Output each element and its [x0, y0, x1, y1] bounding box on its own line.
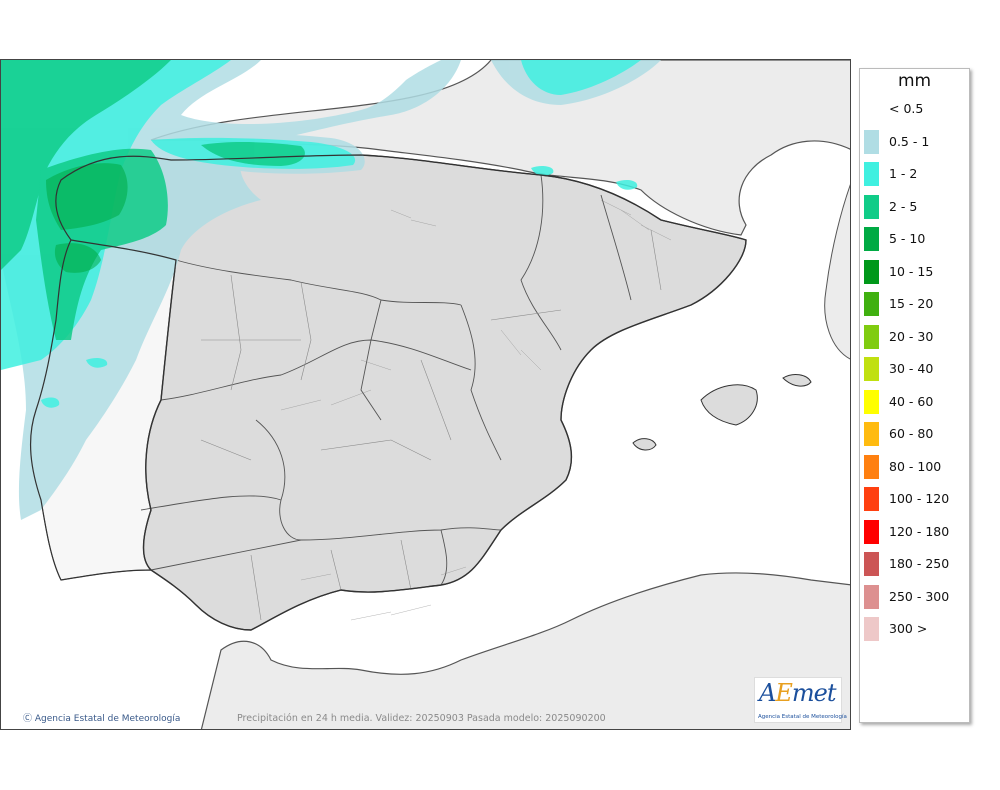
portugal-border — [70, 239, 177, 571]
legend-label: 40 - 60 — [889, 393, 934, 409]
legend-label: 2 - 5 — [889, 198, 918, 214]
legend-swatch — [864, 584, 879, 609]
legend-label: 20 - 30 — [889, 328, 934, 344]
legend-item: 30 - 40 — [864, 357, 964, 381]
menorca-island — [782, 374, 812, 387]
legend-item: 180 - 250 — [864, 552, 964, 576]
france-landmass — [150, 60, 850, 236]
legend-item: 120 - 180 — [864, 519, 964, 544]
legend-label: 5 - 10 — [889, 231, 926, 246]
legend-swatch — [864, 487, 879, 511]
legend-item: 10 - 15 — [864, 259, 964, 284]
legend-label: < 0.5 — [889, 101, 924, 116]
legend-label: 80 - 100 — [889, 458, 942, 474]
legend-swatch — [864, 292, 879, 316]
sardinia-landmass — [824, 184, 850, 360]
legend-swatch — [864, 227, 879, 251]
legend-item: 300 > — [864, 617, 964, 641]
legend-swatch — [864, 519, 879, 544]
legend-swatch — [864, 454, 879, 479]
legend-swatch — [864, 194, 879, 219]
legend-item: 40 - 60 — [864, 389, 964, 414]
legend-item: < 0.5 — [864, 97, 964, 121]
north-africa-landmass — [200, 572, 850, 729]
legend-swatch — [864, 259, 879, 284]
legend-item: 100 - 120 — [864, 487, 964, 511]
legend-swatch — [864, 357, 879, 381]
legend-label: 180 - 250 — [889, 556, 950, 571]
legend-item: 2 - 5 — [864, 194, 964, 219]
legend-unit: mm — [897, 71, 932, 91]
legend-swatch — [864, 129, 879, 154]
logo-wordmark: AEmet — [759, 679, 836, 707]
legend-label: 60 - 80 — [889, 426, 934, 441]
legend-item: 60 - 80 — [864, 422, 964, 446]
legend-swatch — [864, 162, 879, 186]
legend-item: 80 - 100 — [864, 454, 964, 479]
legend-item: 20 - 30 — [864, 324, 964, 349]
terrain-shading — [280, 199, 672, 621]
legend-swatch — [864, 97, 879, 121]
province-borders — [200, 229, 662, 621]
legend-label: 100 - 120 — [889, 491, 950, 506]
legend-item: 250 - 300 — [864, 584, 964, 609]
region-borders — [140, 174, 632, 586]
precipitation-map: Ⓒ Agencia Estatal de Meteorología Precip… — [0, 59, 851, 730]
map-canvas — [1, 60, 850, 729]
legend-label: 15 - 20 — [889, 296, 934, 311]
mallorca-island — [700, 384, 758, 426]
aemet-logo: AEmet Agencia Estatal de Meteorología — [754, 677, 847, 723]
legend-label: 1 - 2 — [889, 166, 918, 181]
iberian-coastline — [29, 154, 747, 631]
legend-swatch — [864, 422, 879, 446]
ibiza-island — [632, 438, 657, 451]
legend-label: 30 - 40 — [889, 361, 934, 376]
legend-label: 300 > — [889, 621, 928, 636]
legend-swatch — [864, 324, 879, 349]
legend-label: 0.5 - 1 — [889, 133, 930, 149]
copyright-text: Ⓒ Agencia Estatal de Meteorología — [23, 714, 181, 724]
legend-swatch — [864, 389, 879, 414]
legend-label: 120 - 180 — [889, 523, 950, 539]
legend-swatch — [864, 552, 879, 576]
legend-item: 1 - 2 — [864, 162, 964, 186]
validity-note: Precipitación en 24 h media. Validez: 20… — [237, 713, 606, 724]
legend-swatch — [864, 617, 879, 641]
legend-item: 0.5 - 1 — [864, 129, 964, 154]
legend-item: 5 - 10 — [864, 227, 964, 251]
precipitation-legend: mm < 0.5 0.5 - 1 1 - 2 2 - 5 5 - 10 10 - 15 15… — [859, 68, 970, 723]
legend-label: 10 - 15 — [889, 263, 934, 279]
logo-subtitle: Agencia Estatal de Meteorología — [758, 714, 847, 720]
legend-item: 15 - 20 — [864, 292, 964, 316]
legend-label: 250 - 300 — [889, 588, 950, 604]
